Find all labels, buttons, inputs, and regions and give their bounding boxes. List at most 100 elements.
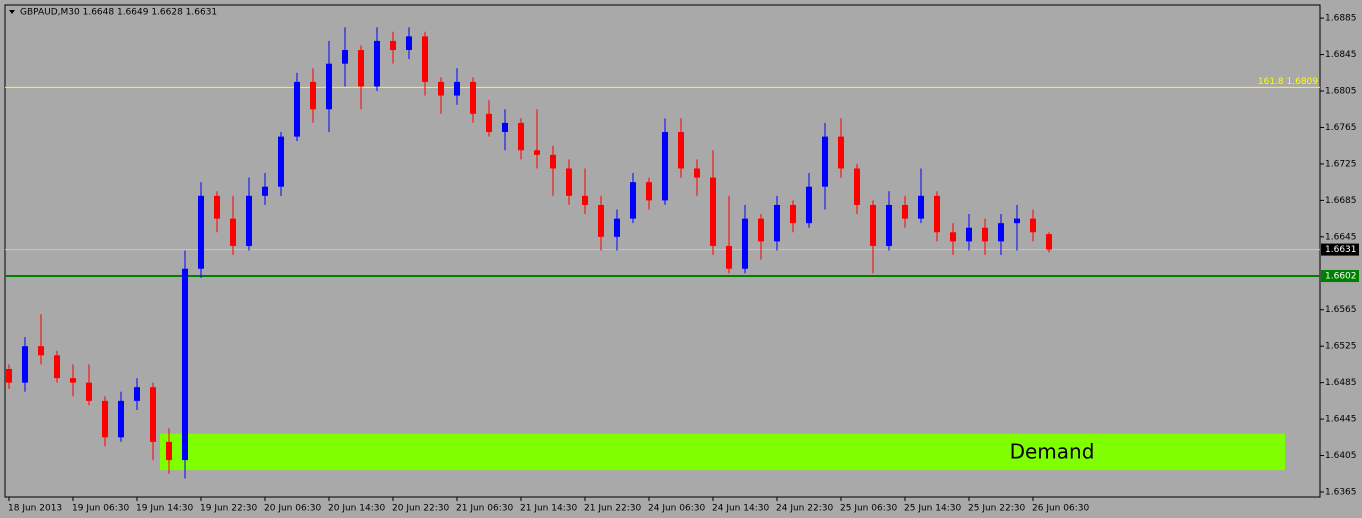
- candle-body: [950, 232, 956, 242]
- x-tick-label: 25 Jun 14:30: [904, 504, 961, 514]
- candle-body: [502, 122, 508, 133]
- support-tag-box: [1321, 270, 1359, 283]
- candle-body: [566, 168, 572, 196]
- x-tick-label: 20 Jun 22:30: [392, 504, 449, 514]
- candle-body: [54, 355, 60, 379]
- candle-body: [182, 268, 188, 461]
- candle-body: [518, 122, 524, 151]
- candle-body: [630, 182, 636, 219]
- candle-body: [6, 368, 12, 383]
- candle-body: [774, 204, 780, 242]
- candle-body: [326, 63, 332, 110]
- y-tick-label: 1.6725: [1325, 159, 1357, 169]
- candle-body: [1030, 218, 1036, 233]
- plot-layer: Demand 161.8 1.6809 1.6885 1.6845 1.6805 1.67…: [5, 14, 1359, 514]
- y-tick-label: 1.6525: [1325, 342, 1357, 352]
- y-tick-label: 1.6565: [1325, 305, 1357, 315]
- candle-body: [118, 400, 124, 438]
- candle-body: [1046, 234, 1052, 250]
- x-tick-label: 21 Jun 06:30: [456, 504, 513, 514]
- candle-body: [726, 245, 732, 269]
- candle-body: [886, 204, 892, 246]
- bid-tag-box: [1321, 243, 1359, 256]
- candle-body: [790, 204, 796, 224]
- candle-body: [710, 177, 716, 246]
- y-tick-label: 1.6885: [1325, 14, 1357, 24]
- x-tick-label: 19 Jun 22:30: [200, 504, 257, 514]
- x-tick-label: 25 Jun 22:30: [968, 504, 1025, 514]
- x-tick-label: 20 Jun 14:30: [328, 504, 385, 514]
- candle-body: [742, 218, 748, 269]
- x-tick-label: 24 Jun 14:30: [712, 504, 769, 514]
- candle-body: [614, 218, 620, 237]
- candle-body: [70, 378, 76, 383]
- candle-body: [550, 154, 556, 169]
- candle-body: [1014, 218, 1020, 224]
- candle-body: [38, 346, 44, 356]
- candle-body: [438, 81, 444, 96]
- candle-body: [294, 81, 300, 137]
- candle-body: [934, 195, 940, 233]
- candle-body: [150, 387, 156, 442]
- candle-body: [342, 50, 348, 64]
- candle-body: [358, 50, 364, 87]
- candle-body: [134, 387, 140, 401]
- candle-body: [806, 186, 812, 224]
- candle-body: [374, 40, 380, 87]
- y-tick-label: 1.6485: [1325, 378, 1357, 388]
- x-tick-label: 24 Jun 06:30: [648, 504, 705, 514]
- candle-body: [646, 182, 652, 201]
- candle-body: [822, 136, 828, 187]
- candle-body: [22, 346, 28, 383]
- candle-body: [310, 81, 316, 110]
- x-tick-label: 18 Jun 2013: [8, 504, 62, 514]
- candle-body: [86, 382, 92, 401]
- candle-body: [998, 223, 1004, 242]
- candle-body: [902, 204, 908, 219]
- candle-body: [390, 40, 396, 51]
- chart-title: GBPAUD,M30 1.6648 1.6649 1.6628 1.6631: [20, 8, 217, 18]
- demand-zone: [160, 433, 1285, 471]
- y-tick-label: 1.6765: [1325, 123, 1357, 133]
- x-tick-label: 21 Jun 14:30: [520, 504, 577, 514]
- y-tick-label: 1.6845: [1325, 50, 1357, 60]
- candle-body: [662, 132, 668, 201]
- y-tick-label: 1.6445: [1325, 415, 1357, 425]
- candle-body: [758, 218, 764, 242]
- plot-frame: [4, 4, 1321, 498]
- y-tick-label: 1.6645: [1325, 232, 1357, 242]
- candle-body: [454, 81, 460, 96]
- candle-body: [966, 227, 972, 242]
- candle-body: [694, 168, 700, 178]
- y-tick-label: 1.6365: [1325, 487, 1357, 497]
- candle-body: [854, 168, 860, 205]
- candle-body: [406, 36, 412, 51]
- x-tick-label: 21 Jun 22:30: [584, 504, 641, 514]
- x-tick-label: 24 Jun 22:30: [776, 504, 833, 514]
- candle-body: [262, 186, 268, 196]
- support-tag: 1.6602: [1325, 272, 1357, 282]
- candle-body: [470, 81, 476, 114]
- candle-body: [870, 204, 876, 246]
- candle-body: [598, 204, 604, 237]
- candle-body: [230, 218, 236, 246]
- candle-body: [582, 195, 588, 205]
- candle-body: [246, 195, 252, 246]
- candle-body: [838, 136, 844, 169]
- candle-body: [214, 195, 220, 219]
- zone-label: Demand: [1010, 439, 1095, 463]
- candle-body: [486, 113, 492, 133]
- x-tick-label: 26 Jun 06:30: [1032, 504, 1089, 514]
- y-tick-label: 1.6685: [1325, 196, 1357, 206]
- candle-body: [982, 227, 988, 242]
- candle-body: [278, 136, 284, 187]
- candle-body: [166, 441, 172, 461]
- candle-body: [678, 132, 684, 169]
- menu-triangle[interactable]: [9, 10, 15, 14]
- x-tick-label: 19 Jun 06:30: [72, 504, 129, 514]
- x-tick-label: 25 Jun 06:30: [840, 504, 897, 514]
- candle-body: [422, 36, 428, 82]
- y-tick-label: 1.6805: [1325, 87, 1357, 97]
- y-tick-label: 1.6405: [1325, 451, 1357, 461]
- x-tick-label: 19 Jun 14:30: [136, 504, 193, 514]
